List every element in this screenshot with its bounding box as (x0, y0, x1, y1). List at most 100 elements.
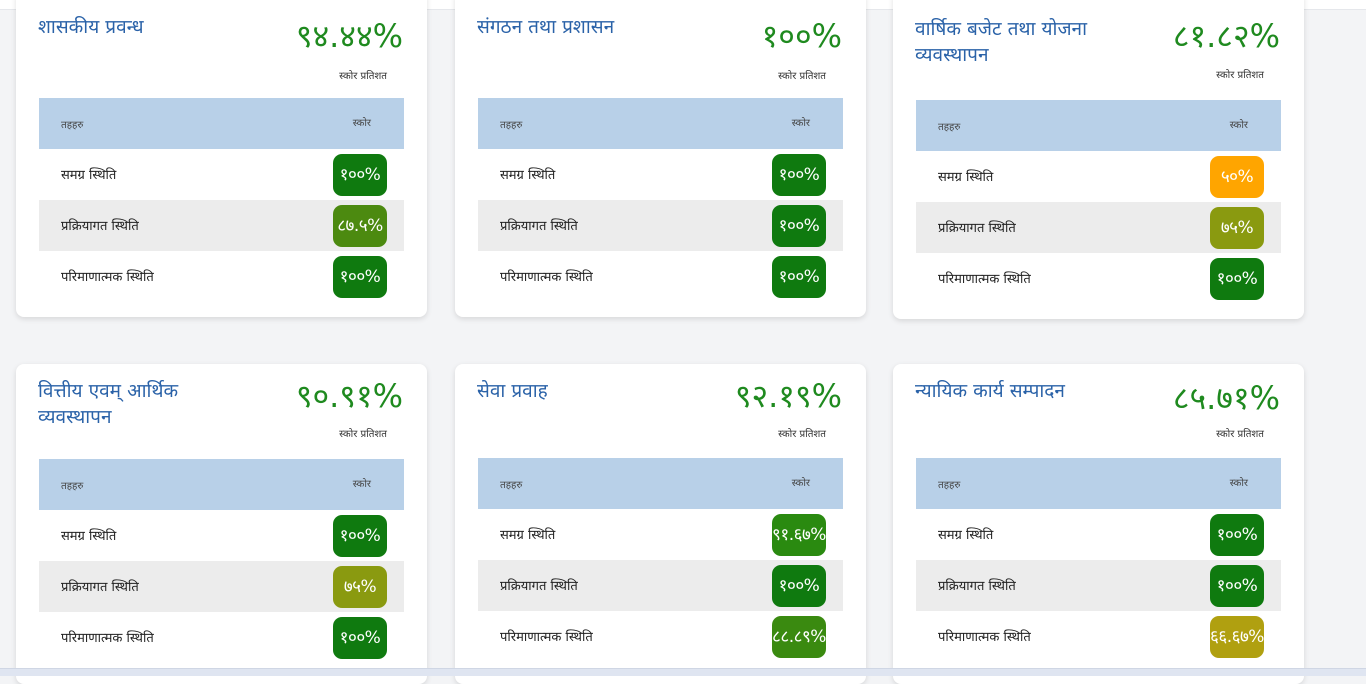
overall-score: ९२.१९% (734, 377, 842, 415)
table-row: प्रक्रियागत स्थिति १००% (478, 560, 843, 611)
card-title: वित्तीय एवम् आर्थिक व्यवस्थापन (38, 380, 179, 428)
header-levels: तहहरु (938, 480, 961, 491)
overall-score: ८५.७१% (1172, 379, 1280, 417)
score-badge: ९१.६७% (772, 514, 826, 556)
row-label: परिमाणात्मक स्थिति (938, 630, 1031, 645)
score-table: तहहरु स्कोर समग्र स्थिति ५०% प्रक्रियागत… (916, 100, 1281, 304)
header-score: स्कोर (791, 478, 810, 489)
header-levels: तहहरु (61, 120, 84, 131)
table-row: परिमाणात्मक स्थिति १००% (478, 251, 843, 302)
row-label: परिमाणात्मक स्थिति (500, 270, 593, 285)
row-label: परिमाणात्मक स्थिति (938, 272, 1031, 287)
header-score: स्कोर (1229, 478, 1248, 489)
card-service-delivery: सेवा प्रवाह ९२.१९% स्कोर प्रतिशत तहहरु स… (455, 364, 866, 684)
score-badge: १००% (772, 565, 826, 607)
card-governance: शासकीय प्रवन्ध ९४.४४% स्कोर प्रतिशत तहहर… (16, 0, 427, 317)
table-header: तहहरु स्कोर (916, 458, 1281, 509)
card-title: शासकीय प्रवन्ध (38, 16, 144, 38)
score-badge: १००% (772, 256, 826, 298)
score-badge: ६६.६७% (1210, 616, 1264, 658)
row-label: प्रक्रियागत स्थिति (500, 579, 578, 594)
score-badge: ७५% (1210, 207, 1264, 249)
score-badge: ५०% (1210, 156, 1264, 198)
table-row: प्रक्रियागत स्थिति ७५% (916, 202, 1281, 253)
table-row: प्रक्रियागत स्थिति १००% (916, 560, 1281, 611)
table-header: तहहरु स्कोर (478, 458, 843, 509)
card-title: वार्षिक बजेट तथा योजना व्यवस्थापन (915, 18, 1088, 66)
score-badge: १००% (1210, 514, 1264, 556)
row-label: प्रक्रियागत स्थिति (938, 221, 1016, 236)
table-header: तहहरु स्कोर (478, 98, 843, 149)
row-label: प्रक्रियागत स्थिति (938, 579, 1016, 594)
table-row: समग्र स्थिति १००% (39, 510, 404, 561)
score-badge: १००% (333, 154, 387, 196)
score-table: तहहरु स्कोर समग्र स्थिति ९१.६७% प्रक्रिय… (478, 458, 843, 662)
table-row: प्रक्रियागत स्थिति १००% (478, 200, 843, 251)
row-label: प्रक्रियागत स्थिति (500, 219, 578, 234)
row-label: समग्र स्थिति (500, 168, 556, 183)
score-badge: १००% (1210, 258, 1264, 300)
score-caption: स्कोर प्रतिशत (1216, 70, 1264, 81)
score-badge: १००% (772, 154, 826, 196)
table-header: तहहरु स्कोर (39, 98, 404, 149)
header-levels: तहहरु (61, 481, 84, 492)
score-badge: १००% (772, 205, 826, 247)
table-row: समग्र स्थिति ९१.६७% (478, 509, 843, 560)
table-row: समग्र स्थिति १००% (478, 149, 843, 200)
table-row: परिमाणात्मक स्थिति ६६.६७% (916, 611, 1281, 662)
header-score: स्कोर (352, 479, 371, 490)
card-title: न्यायिक कार्य सम्पादन (915, 380, 1065, 402)
score-table: तहहरु स्कोर समग्र स्थिति १००% प्रक्रियाग… (39, 98, 404, 302)
score-caption: स्कोर प्रतिशत (778, 429, 826, 440)
header-levels: तहहरु (938, 122, 961, 133)
score-caption: स्कोर प्रतिशत (1216, 429, 1264, 440)
header-levels: तहहरु (500, 120, 523, 131)
row-label: समग्र स्थिति (500, 528, 556, 543)
overall-score: ९४.४४% (295, 17, 403, 55)
row-label: समग्र स्थिति (938, 170, 994, 185)
overall-score: ८१.८२% (1172, 17, 1280, 55)
table-header: तहहरु स्कोर (916, 100, 1281, 151)
table-row: परिमाणात्मक स्थिति ८८.८९% (478, 611, 843, 662)
table-row: समग्र स्थिति ५०% (916, 151, 1281, 202)
score-badge: १००% (333, 515, 387, 557)
row-label: समग्र स्थिति (61, 529, 117, 544)
row-label: समग्र स्थिति (938, 528, 994, 543)
bottom-edge (0, 668, 1366, 676)
row-label: प्रक्रियागत स्थिति (61, 580, 139, 595)
header-levels: तहहरु (500, 480, 523, 491)
overall-score: ९०.९१% (295, 377, 403, 415)
score-table: तहहरु स्कोर समग्र स्थिति १००% प्रक्रियाग… (916, 458, 1281, 662)
card-annual-budget: वार्षिक बजेट तथा योजना व्यवस्थापन ८१.८२%… (893, 0, 1304, 319)
score-badge: ७५% (333, 566, 387, 608)
score-badge: १००% (333, 617, 387, 659)
table-row: समग्र स्थिति १००% (39, 149, 404, 200)
score-badge: ८८.८९% (772, 616, 826, 658)
row-label: परिमाणात्मक स्थिति (61, 270, 154, 285)
card-judicial-performance: न्यायिक कार्य सम्पादन ८५.७१% स्कोर प्रति… (893, 364, 1304, 684)
row-label: परिमाणात्मक स्थिति (500, 630, 593, 645)
card-title: सेवा प्रवाह (477, 380, 548, 402)
row-label: प्रक्रियागत स्थिति (61, 219, 139, 234)
table-row: परिमाणात्मक स्थिति १००% (916, 253, 1281, 304)
table-row: परिमाणात्मक स्थिति १००% (39, 251, 404, 302)
row-label: समग्र स्थिति (61, 168, 117, 183)
score-badge: ८७.५% (333, 205, 387, 247)
score-table: तहहरु स्कोर समग्र स्थिति १००% प्रक्रियाग… (478, 98, 843, 302)
table-header: तहहरु स्कोर (39, 459, 404, 510)
header-score: स्कोर (1229, 120, 1248, 131)
table-row: समग्र स्थिति १००% (916, 509, 1281, 560)
row-label: परिमाणात्मक स्थिति (61, 631, 154, 646)
card-organization: संगठन तथा प्रशासन १००% स्कोर प्रतिशत तहह… (455, 0, 866, 317)
score-badge: १००% (333, 256, 387, 298)
card-financial-management: वित्तीय एवम् आर्थिक व्यवस्थापन ९०.९१% स्… (16, 364, 427, 684)
table-row: प्रक्रियागत स्थिति ७५% (39, 561, 404, 612)
card-title: संगठन तथा प्रशासन (477, 16, 615, 38)
header-score: स्कोर (791, 118, 810, 129)
score-caption: स्कोर प्रतिशत (339, 429, 387, 440)
header-score: स्कोर (352, 118, 371, 129)
table-row: प्रक्रियागत स्थिति ८७.५% (39, 200, 404, 251)
score-table: तहहरु स्कोर समग्र स्थिति १००% प्रक्रियाग… (39, 459, 404, 663)
overall-score: १००% (761, 17, 842, 55)
score-badge: १००% (1210, 565, 1264, 607)
